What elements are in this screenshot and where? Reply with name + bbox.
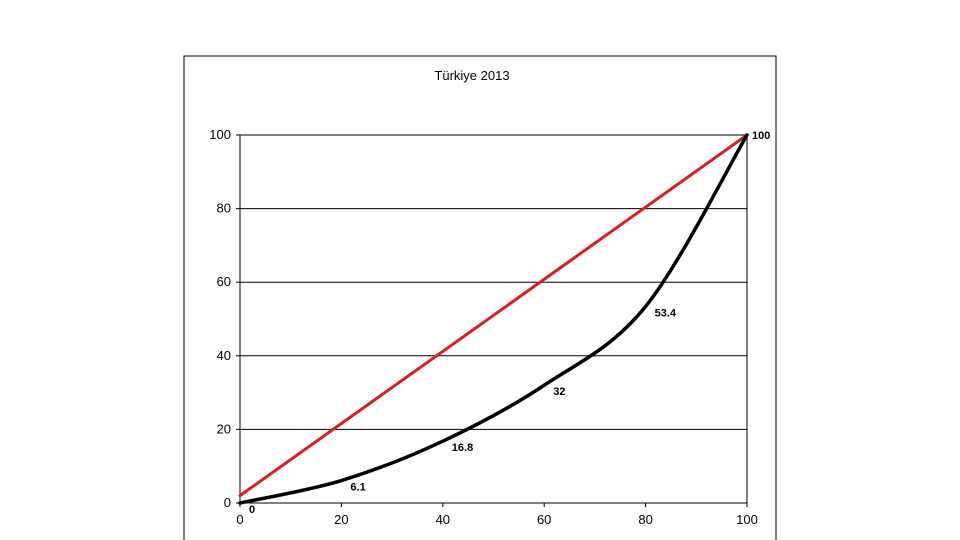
y-tick-label-100: 100 bbox=[209, 127, 231, 142]
x-tick-label-100: 100 bbox=[736, 512, 758, 527]
data-label-16.8: 16.8 bbox=[452, 442, 473, 454]
data-labels: 0 6.1 16.8 32 53.4 100 bbox=[249, 130, 770, 516]
lorenz-curve-line bbox=[238, 133, 749, 505]
plot-area-border bbox=[239, 134, 748, 504]
y-tick-label-60: 60 bbox=[217, 274, 231, 289]
data-label-100: 100 bbox=[752, 130, 770, 142]
x-tick-label-0: 0 bbox=[236, 512, 243, 527]
x-tick-label-40: 40 bbox=[436, 512, 450, 527]
x-axis-ticks: 0 20 40 60 80 100 bbox=[236, 503, 758, 527]
equality-line bbox=[238, 133, 749, 498]
series-lines bbox=[238, 133, 749, 505]
data-label-0: 0 bbox=[249, 504, 255, 516]
y-tick-label-40: 40 bbox=[217, 348, 231, 363]
data-label-32: 32 bbox=[553, 386, 565, 398]
x-tick-label-60: 60 bbox=[537, 512, 551, 527]
data-label-53.4: 53.4 bbox=[655, 307, 677, 319]
x-tick-label-20: 20 bbox=[334, 512, 348, 527]
chart-area-frame bbox=[183, 55, 777, 540]
y-tick-label-80: 80 bbox=[217, 201, 231, 216]
data-label-6.1: 6.1 bbox=[350, 482, 365, 494]
y-axis-ticks: 0 20 40 60 80 100 bbox=[209, 127, 240, 510]
y-tick-label-0: 0 bbox=[224, 495, 231, 510]
x-tick-label-80: 80 bbox=[638, 512, 652, 527]
chart-title: Türkiye 2013 bbox=[434, 68, 509, 83]
gridlines bbox=[240, 208, 747, 430]
y-tick-label-20: 20 bbox=[217, 421, 231, 436]
